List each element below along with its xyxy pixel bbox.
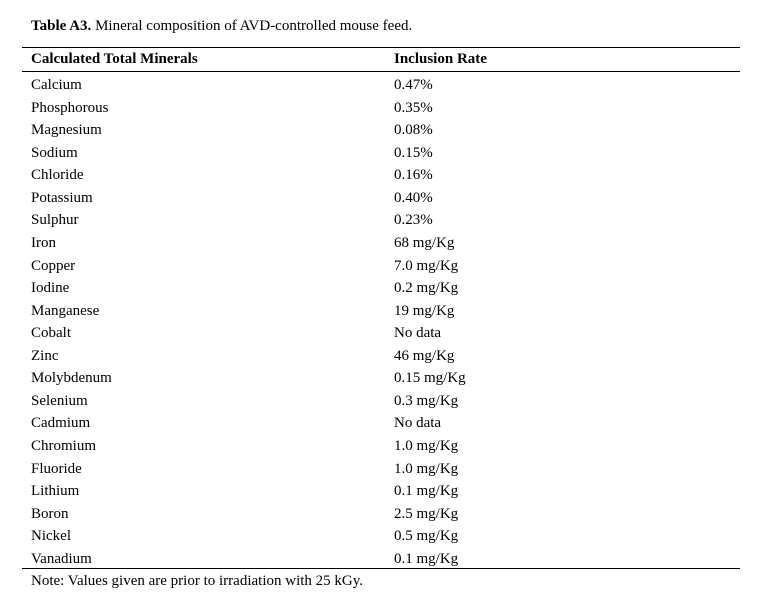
inclusion-rate: 0.47%	[394, 77, 433, 93]
mineral-name: Selenium	[31, 392, 88, 409]
inclusion-rate: No data	[394, 415, 442, 432]
table-row: Sodium 0.15%	[0, 142, 764, 165]
table-row: Fluoride 1.0 mg/Kg	[0, 458, 764, 481]
table-body: Calcium 0.47% Phosphorous 0.35% Magnesium 0.0…	[0, 74, 764, 570]
mineral-name: Vanadium	[31, 550, 92, 567]
inclusion-rate: No data	[394, 325, 442, 342]
table-caption: Table A3. Mineral composition of AVD-con…	[31, 18, 412, 35]
table-row: Copper 7.0 mg/Kg	[0, 255, 764, 278]
table-row: Zinc 46 mg/Kg	[0, 345, 764, 368]
inclusion-rate: 0.35%	[394, 99, 433, 116]
mineral-name: Zinc	[31, 347, 59, 364]
bottom-rule	[22, 568, 740, 569]
table-row: Calcium 0.47%	[0, 74, 764, 97]
inclusion-rate: 7.0 mg/Kg	[394, 257, 459, 274]
header-rule	[22, 71, 740, 72]
mineral-name: Calcium	[31, 77, 82, 93]
mineral-name: Chromium	[31, 438, 97, 454]
inclusion-rate: 0.40%	[394, 189, 433, 206]
mineral-name: Manganese	[31, 302, 100, 319]
inclusion-rate: 0.3 mg/Kg	[394, 392, 459, 409]
mineral-name: Copper	[31, 257, 76, 274]
inclusion-rate: 0.16%	[394, 167, 433, 184]
inclusion-rate: 46 mg/Kg	[394, 347, 455, 364]
inclusion-rate: 0.1 mg/Kg	[394, 550, 459, 567]
table-row: Iodine 0.2 mg/Kg	[0, 277, 764, 300]
table-row: Chromium 1.0 mg/Kg	[0, 435, 764, 458]
table-row: Selenium 0.3 mg/Kg	[0, 390, 764, 413]
inclusion-rate: 0.23%	[394, 212, 433, 229]
inclusion-rate: 0.08%	[394, 122, 433, 139]
table-row: Chloride 0.16%	[0, 164, 764, 187]
inclusion-rate: 68 mg/Kg	[394, 234, 455, 251]
mineral-name: Cobalt	[31, 325, 71, 342]
inclusion-rate: 0.15 mg/Kg	[394, 370, 466, 387]
inclusion-rate: 0.2 mg/Kg	[394, 280, 459, 297]
table-row: Manganese 19 mg/Kg	[0, 300, 764, 323]
table-row: Cadmium No data	[0, 412, 764, 435]
inclusion-rate: 0.5 mg/Kg	[394, 528, 459, 545]
table-row: Phosphorous 0.35%	[0, 97, 764, 120]
inclusion-rate: 2.5 mg/Kg	[394, 505, 459, 522]
inclusion-rate: 1.0 mg/Kg	[394, 438, 459, 454]
mineral-name: Iodine	[31, 280, 70, 297]
table-row: Molybdenum 0.15 mg/Kg	[0, 367, 764, 390]
mineral-name: Cadmium	[31, 415, 91, 432]
table-note: Note: Values given are prior to irradiat…	[31, 573, 364, 589]
top-rule	[22, 47, 740, 48]
table-row: Cobalt No data	[0, 322, 764, 345]
column-header-inclusion-rate: Inclusion Rate	[394, 51, 487, 67]
mineral-name: Sulphur	[31, 212, 79, 229]
table-row: Nickel 0.5 mg/Kg	[0, 525, 764, 548]
mineral-name: Magnesium	[31, 122, 102, 139]
table-row: Potassium 0.40%	[0, 187, 764, 210]
inclusion-rate: 0.1 mg/Kg	[394, 483, 459, 500]
inclusion-rate: 19 mg/Kg	[394, 302, 455, 319]
table-label: Table A3.	[31, 18, 92, 34]
mineral-name: Chloride	[31, 167, 84, 184]
table-row: Sulphur 0.23%	[0, 209, 764, 232]
table-row: Boron 2.5 mg/Kg	[0, 503, 764, 526]
table-caption-text: Mineral composition of AVD-controlled mo…	[91, 18, 413, 34]
inclusion-rate: 1.0 mg/Kg	[394, 460, 459, 477]
column-header-minerals: Calculated Total Minerals	[31, 51, 198, 67]
mineral-name: Nickel	[31, 528, 71, 545]
mineral-name: Boron	[31, 505, 69, 522]
inclusion-rate: 0.15%	[394, 144, 433, 161]
table-row: Iron 68 mg/Kg	[0, 232, 764, 255]
table-row: Lithium 0.1 mg/Kg	[0, 480, 764, 503]
table-row: Magnesium 0.08%	[0, 119, 764, 142]
mineral-name: Lithium	[31, 483, 80, 500]
table-row: Vanadium 0.1 mg/Kg	[0, 548, 764, 571]
mineral-name: Fluoride	[31, 460, 82, 477]
mineral-name: Potassium	[31, 189, 93, 206]
mineral-name: Sodium	[31, 144, 78, 161]
mineral-name: Phosphorous	[31, 99, 109, 116]
mineral-name: Molybdenum	[31, 370, 112, 387]
mineral-name: Iron	[31, 234, 56, 251]
